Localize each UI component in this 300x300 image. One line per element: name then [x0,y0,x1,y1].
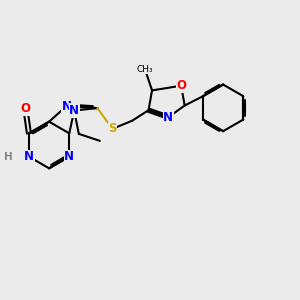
Text: N: N [61,100,71,112]
Text: O: O [20,102,30,116]
Text: N: N [64,150,74,163]
Text: O: O [176,79,186,92]
Text: N: N [69,104,79,117]
Text: N: N [164,111,173,124]
Text: H: H [4,152,12,162]
Text: S: S [108,122,117,135]
Text: CH₃: CH₃ [137,65,153,74]
Text: N: N [24,150,34,163]
